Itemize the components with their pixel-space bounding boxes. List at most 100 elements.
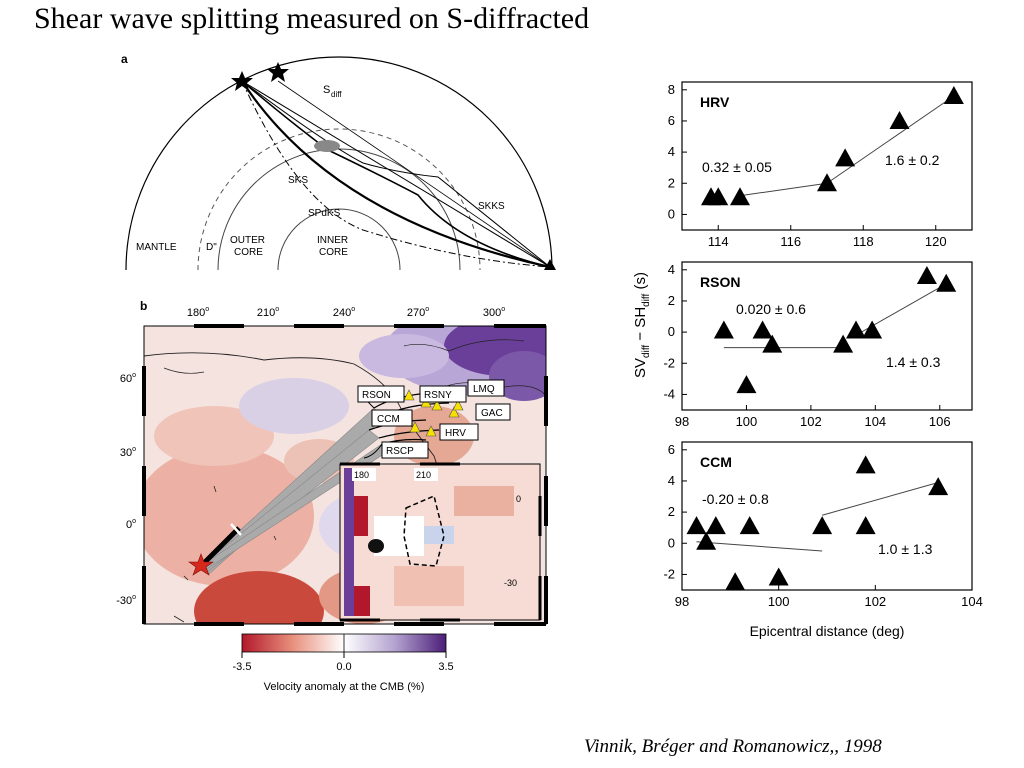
- receiver-triangle: [544, 259, 556, 270]
- y-tick-label-hrv-2: 4: [668, 144, 675, 159]
- y-tick-label-ccm-4: -2: [663, 566, 675, 581]
- data-point-ccm-4: [739, 516, 760, 535]
- inset-lat-m30: -30: [504, 578, 517, 588]
- data-point-ccm-7: [855, 455, 876, 474]
- data-point-rson-0: [713, 320, 734, 339]
- spdks-label: SPdKS: [308, 208, 341, 219]
- chart-hrv-title: HRV: [700, 94, 730, 110]
- shared-y-label: SVdiff − SHdiff (s): [632, 272, 652, 378]
- cmb-velocity-map: b RSON: [116, 299, 548, 693]
- y-tick-label-rson-1: 2: [668, 293, 675, 308]
- sks-label: SKS: [288, 175, 308, 186]
- y-tick-label-ccm-2: 2: [668, 504, 675, 519]
- source-star-2: [267, 62, 289, 82]
- lon-tick-270: 270o: [407, 306, 429, 319]
- data-point-ccm-2: [705, 516, 726, 535]
- inset-lon-180: 180: [354, 470, 369, 480]
- y-tick-label-rson-3: -2: [663, 355, 675, 370]
- panel-b-label: b: [140, 299, 147, 313]
- data-point-rson-6: [862, 320, 883, 339]
- data-point-ccm-3: [725, 572, 746, 591]
- sdiff-ray: [241, 80, 551, 268]
- data-point-rson-4: [833, 334, 854, 353]
- x-tick-label-ccm-0: 98: [675, 594, 689, 609]
- chart-hrv: HRV 0.32 ± 0.05 1.6 ± 0.2 114 116 118 120 0 2…: [668, 81, 973, 249]
- earth-surface-arc: [125, 56, 553, 270]
- lon-tick-240: 240o: [333, 306, 355, 319]
- inset-lon-210: 210: [416, 470, 431, 480]
- y-tick-label-rson-0: 4: [668, 262, 675, 277]
- data-point-ccm-8: [855, 516, 876, 535]
- inner-core-label-2: CORE: [319, 247, 348, 258]
- lat-tick-0: 0o: [126, 518, 136, 531]
- inner-core-arc: [277, 208, 401, 270]
- data-point-hrv-1: [708, 187, 729, 206]
- station-lmq: LMQ: [473, 384, 495, 395]
- skks-ray: [241, 80, 551, 268]
- chart-ccm-annotation-left: -0.20 ± 0.8: [702, 491, 769, 507]
- citation: Vinnik, Bréger and Romanowicz,, 1998: [584, 736, 882, 757]
- chart-ccm: CCM -0.20 ± 0.8 1.0 ± 1.3 Epicentral dis…: [663, 441, 983, 639]
- d-doubleprime-label: D": [206, 242, 217, 253]
- inner-core-label-1: INNER: [317, 235, 348, 246]
- d-doubleprime-arc: [197, 128, 481, 270]
- y-tick-label-rson-4: -4: [663, 386, 675, 401]
- station-triangles: [403, 389, 464, 437]
- chart-ccm-annotation-right: 1.0 ± 1.3: [878, 541, 933, 557]
- x-tick-label-rson-3: 104: [864, 414, 886, 429]
- data-point-ccm-0: [686, 516, 707, 535]
- x-tick-label-ccm-2: 102: [864, 594, 886, 609]
- slide-title: Shear wave splitting measured on S-diffr…: [34, 2, 590, 35]
- data-point-rson-2: [752, 320, 773, 339]
- splitting-charts: SVdiff − SHdiff (s) HRV 0.32 ± 0.05 1.6 …: [632, 81, 983, 639]
- y-tick-label-hrv-0: 0: [668, 206, 675, 221]
- y-tick-label-rson-2: 0: [668, 324, 675, 339]
- data-point-ccm-1: [696, 531, 717, 550]
- fit-line-ccm-0: [696, 541, 823, 552]
- panel-a-label: a: [121, 52, 128, 66]
- x-tick-label-rson-1: 100: [736, 414, 758, 429]
- fit-line-ccm-1: [822, 482, 939, 516]
- fit-line-hrv-1: [826, 95, 955, 184]
- data-point-rson-1: [736, 375, 757, 394]
- second-source-ray: [277, 80, 551, 268]
- data-point-hrv-4: [835, 148, 856, 167]
- fit-line-hrv-0: [739, 182, 828, 197]
- x-tick-label-ccm-3: 104: [961, 594, 983, 609]
- x-tick-label-rson-2: 102: [800, 414, 822, 429]
- y-tick-label-hrv-4: 8: [668, 82, 675, 97]
- inset-lat-0: 0: [516, 494, 521, 504]
- station-rsny: RSNY: [424, 390, 452, 401]
- source-star-1: [231, 71, 253, 91]
- ray-path-diagram: a S diff SKS SPdKS SKKS MANTLE D" OUTER …: [121, 52, 556, 270]
- sdiff-cmb-ray: [241, 80, 551, 268]
- x-tick-label-hrv-2: 118: [853, 234, 874, 249]
- station-gac: GAC: [481, 408, 503, 419]
- y-tick-label-ccm-0: 6: [668, 442, 675, 457]
- station-rscp: RSCP: [386, 446, 414, 457]
- lat-tick-60: 60o: [120, 372, 136, 385]
- colorbar-max: 3.5: [438, 661, 453, 673]
- mantle-label: MANTLE: [136, 242, 177, 253]
- diff-subscript: diff: [331, 90, 342, 99]
- lon-tick-300: 300o: [483, 306, 505, 319]
- data-point-hrv-6: [943, 86, 964, 105]
- colorbar-mid: 0.0: [336, 661, 351, 673]
- data-point-rson-8: [936, 273, 957, 292]
- data-point-rson-5: [846, 320, 866, 339]
- data-point-rson-7: [916, 266, 937, 285]
- y-tick-label-ccm-3: 0: [668, 535, 675, 550]
- chart-rson-annotation-left: 0.020 ± 0.6: [736, 301, 806, 317]
- colorbar-label: Velocity anomaly at the CMB (%): [264, 681, 425, 693]
- x-tick-label-ccm-1: 100: [768, 594, 790, 609]
- data-point-ccm-6: [812, 516, 833, 535]
- data-point-hrv-3: [817, 173, 837, 192]
- data-point-ccm-5: [768, 567, 789, 586]
- data-point-ccm-9: [928, 477, 949, 496]
- chart-ccm-x-label: Epicentral distance (deg): [750, 623, 905, 639]
- station-ccm: CCM: [377, 414, 400, 425]
- x-tick-label-rson-0: 98: [675, 414, 689, 429]
- chart-hrv-annotation-right: 1.6 ± 0.2: [885, 152, 940, 168]
- x-tick-label-rson-4: 106: [929, 414, 951, 429]
- x-tick-label-hrv-3: 120: [925, 234, 947, 249]
